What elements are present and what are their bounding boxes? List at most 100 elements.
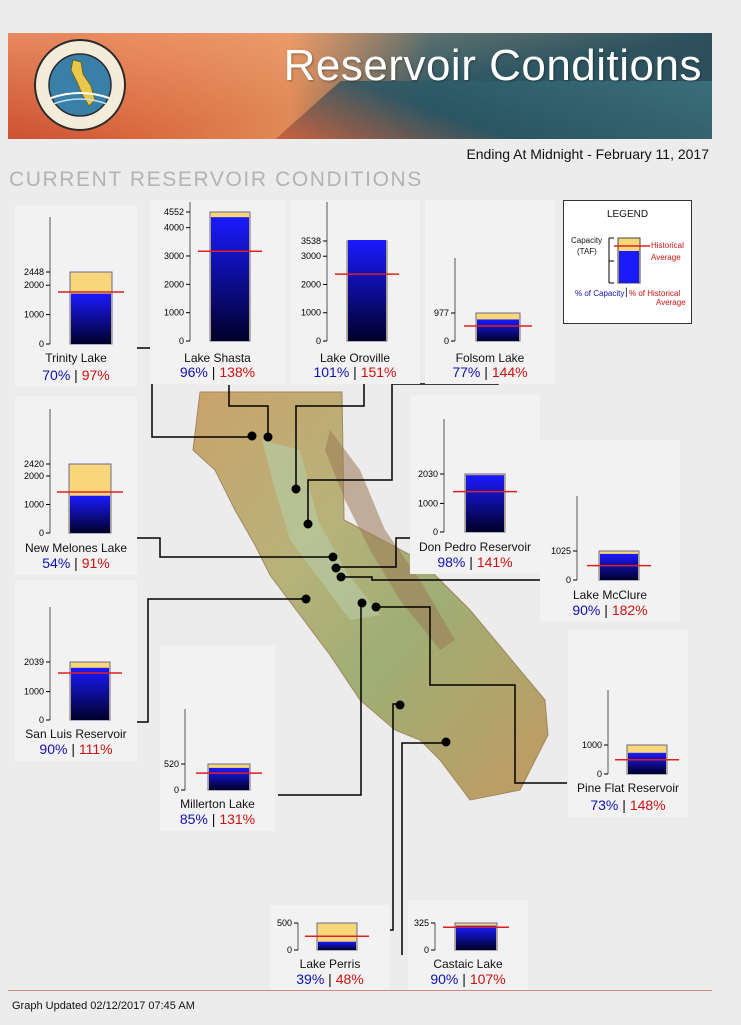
y-tick-label: 500 (277, 918, 292, 928)
y-tick-label: 2000 (164, 279, 184, 289)
pct-separator: | (207, 364, 220, 380)
bar-chart-new-melones-lake: 0 1000 2000 2420 (24, 409, 123, 538)
y-tick-label: 0 (424, 945, 429, 955)
legend-capacity-label: Capacity (571, 236, 603, 245)
marker-mcclure (336, 572, 346, 582)
pct-separator: | (600, 602, 612, 618)
storage-bar (318, 941, 356, 950)
reservoir-percentages: 98% | 141% (410, 554, 540, 570)
marker-trinity (247, 431, 257, 441)
y-tick-label: 2030 (418, 469, 438, 479)
pct-historical: 48% (335, 971, 364, 987)
storage-bar (209, 767, 249, 790)
y-tick-label: 0 (444, 336, 449, 346)
reservoir-name: Trinity Lake (45, 351, 107, 365)
legend-title: LEGEND (606, 209, 649, 220)
y-tick-label: 1000 (301, 308, 321, 318)
reservoir-card-lake-shasta: 0 1000 2000 3000 4000 4552 Lake Shasta 96% | 13… (150, 200, 285, 384)
y-tick-label: 3000 (164, 251, 184, 261)
storage-bar (70, 495, 110, 533)
leader-lines (136, 347, 567, 955)
reservoir-card-castaic-lake: 0 325 Castaic Lake 90% | 107% (408, 900, 528, 991)
marker-oroville (291, 484, 301, 494)
banner-lake-photo (275, 80, 712, 139)
marker-pine-flat (371, 602, 381, 612)
y-tick-label: 0 (39, 528, 44, 538)
y-tick-label: 4000 (164, 223, 184, 233)
central-valley (262, 440, 380, 620)
y-tick-label: 977 (434, 308, 449, 318)
legend-taf-label: (TAF) (577, 247, 597, 256)
sierra-nevada (325, 430, 455, 650)
y-tick-label: 2000 (24, 471, 44, 481)
reservoir-percentages: 39% | 48% (270, 971, 390, 987)
y-tick-label: 0 (174, 785, 179, 795)
reservoir-card-lake-perris: 0 500 Lake Perris 39% | 48% (270, 905, 390, 991)
y-tick-label: 3538 (301, 236, 321, 246)
pct-separator: | (67, 741, 79, 757)
reservoir-name: Castaic Lake (433, 957, 503, 971)
y-tick-label: 0 (39, 715, 44, 725)
pct-separator: | (324, 971, 336, 987)
legend-average-label: Average (651, 253, 681, 262)
pct-separator: | (465, 554, 477, 570)
storage-bar (600, 553, 638, 580)
y-tick-label: 0 (433, 527, 438, 537)
reservoir-name: Millerton Lake (180, 797, 255, 811)
reservoir-name: Pine Flat Reservoir (576, 781, 680, 795)
pct-historical: 138% (219, 364, 256, 380)
pct-capacity: 77% (452, 364, 481, 380)
storage-bar (628, 752, 666, 774)
pct-separator: | (70, 555, 82, 571)
y-tick-label: 0 (316, 336, 321, 346)
marker-shasta (263, 432, 273, 442)
bar-chart-trinity-lake: 0 1000 2000 2448 (24, 217, 124, 349)
reservoir-card-don-pedro-reservoir: 0 1000 2030 Don Pedro Reservoir 98% | 141% (410, 395, 540, 574)
bar-chart-folsom-lake: 0 977 (434, 258, 532, 346)
pct-separator: | (207, 811, 220, 827)
y-tick-label: 1000 (24, 310, 44, 320)
marker-folsom (303, 519, 313, 529)
marker-castaic (395, 700, 405, 710)
y-tick-label: 0 (287, 945, 292, 955)
reservoir-percentages: 73% | 148% (568, 797, 688, 813)
legend-pct-historical-avg: Average (656, 298, 686, 307)
bar-chart-san-luis-reservoir: 0 1000 2039 (24, 607, 122, 725)
marker-don-pedro (331, 563, 341, 573)
y-tick-label: 2039 (24, 657, 44, 667)
pct-historical: 131% (219, 811, 256, 827)
reservoir-markers (247, 431, 451, 747)
pct-capacity: 98% (437, 554, 466, 570)
reservoir-percentages: 96% | 138% (150, 364, 285, 380)
bar-chart-lake-mcclure: 0 1025 (551, 496, 651, 585)
reservoir-percentages: 54% | 91% (15, 555, 137, 571)
bar-chart-lake-perris: 0 500 (277, 918, 369, 955)
legend-pct-capacity: % of Capacity (575, 289, 625, 298)
y-tick-label: 1000 (164, 308, 184, 318)
legend-separator: | (625, 287, 628, 298)
reservoir-card-lake-oroville: 0 1000 2000 3000 3538 Lake Oroville 101% | 151… (290, 200, 420, 384)
bar-chart-don-pedro-reservoir: 0 1000 2030 (418, 419, 517, 537)
y-tick-label: 520 (164, 759, 179, 769)
y-tick-label: 2420 (24, 459, 44, 469)
marker-san-luis (301, 594, 311, 604)
storage-bar (71, 293, 111, 344)
bar-chart-millerton-lake: 0 520 (164, 709, 262, 795)
pct-historical: 151% (360, 364, 397, 380)
legend: LEGEND Capacity (TAF) Historical Average… (563, 200, 692, 324)
graph-updated: Graph Updated 02/12/2017 07:45 AM (12, 1000, 195, 1012)
pct-historical: 182% (611, 602, 648, 618)
reservoir-card-trinity-lake: 0 1000 2000 2448 Trinity Lake 70% | 97% (15, 205, 137, 387)
reservoir-percentages: 101% | 151% (290, 364, 420, 380)
y-tick-label: 2000 (24, 280, 44, 290)
storage-bar (211, 217, 249, 341)
pct-capacity: 90% (430, 971, 459, 987)
pct-capacity: 39% (296, 971, 325, 987)
pct-historical: 107% (469, 971, 506, 987)
marker-perris (441, 737, 451, 747)
report-date: Ending At Midnight - February 11, 2017 (466, 146, 709, 162)
reservoir-name: San Luis Reservoir (25, 727, 127, 741)
reservoir-name: Lake Oroville (319, 351, 391, 365)
y-tick-label: 1000 (24, 687, 44, 697)
reservoir-card-new-melones-lake: 0 1000 2000 2420 New Melones Lake 54% | 91% (15, 396, 137, 575)
